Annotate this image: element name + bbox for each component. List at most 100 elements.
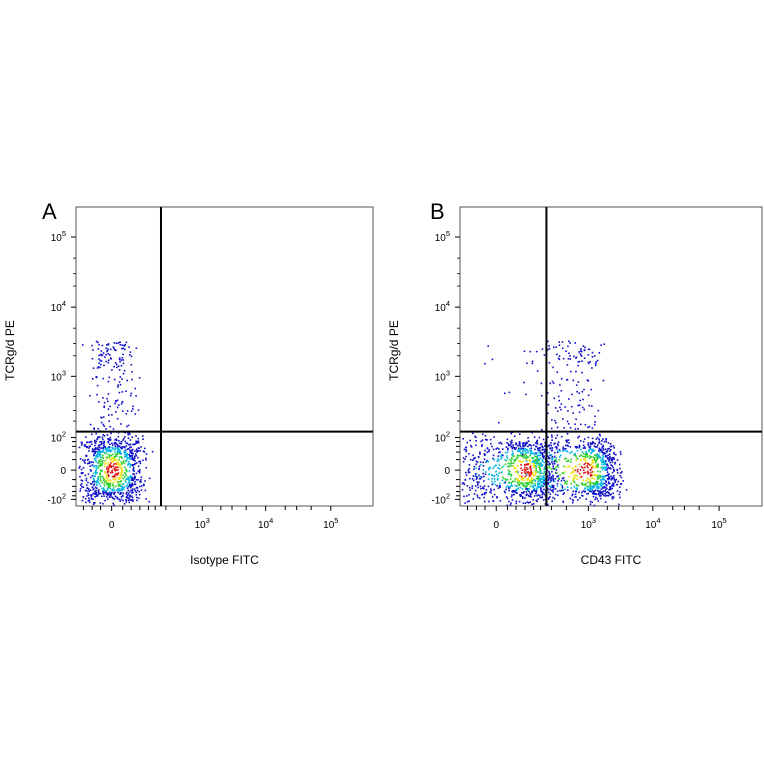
event-dot xyxy=(97,436,99,438)
event-dot xyxy=(520,478,523,481)
plot-frame xyxy=(75,206,374,507)
event-dot xyxy=(574,454,577,457)
event-dot xyxy=(108,492,110,494)
event-dot xyxy=(109,436,112,439)
event-dot xyxy=(125,390,127,392)
event-dot xyxy=(116,497,119,500)
event-dot xyxy=(134,460,136,462)
event-dot xyxy=(549,493,552,496)
event-dot xyxy=(594,498,597,501)
event-dot xyxy=(540,443,543,445)
event-dot xyxy=(138,377,141,379)
event-dot xyxy=(591,487,593,489)
event-dot xyxy=(509,440,512,443)
event-dot xyxy=(85,477,88,480)
event-dot xyxy=(79,488,82,490)
event-dot xyxy=(517,477,519,480)
event-dot xyxy=(114,470,117,472)
event-dot xyxy=(131,456,134,459)
event-dot xyxy=(582,469,585,472)
event-dot xyxy=(571,467,574,469)
event-dot xyxy=(135,442,137,445)
event-dot xyxy=(503,490,506,493)
event-dot xyxy=(107,447,109,449)
event-dot xyxy=(512,446,514,448)
event-dot xyxy=(571,498,574,501)
event-dot xyxy=(472,432,474,435)
event-dot xyxy=(531,457,533,459)
event-dot xyxy=(505,459,508,462)
event-dot xyxy=(552,478,555,481)
event-dot xyxy=(92,492,95,494)
event-dot xyxy=(118,458,120,461)
event-dot xyxy=(537,477,539,479)
event-dot xyxy=(528,475,531,477)
event-dot xyxy=(586,455,589,457)
event-dot xyxy=(98,358,100,360)
event-dot xyxy=(127,476,129,479)
event-dot xyxy=(125,469,128,472)
event-dot xyxy=(84,489,87,492)
event-dot xyxy=(524,475,527,478)
event-dot xyxy=(552,476,554,478)
event-dot xyxy=(115,342,118,345)
event-dot xyxy=(88,461,91,463)
event-dot xyxy=(103,482,106,485)
event-dot xyxy=(611,465,613,467)
event-dot xyxy=(123,486,126,489)
event-dot xyxy=(542,492,545,494)
event-dot xyxy=(101,436,104,439)
event-dot xyxy=(121,344,124,346)
event-dot xyxy=(89,465,92,467)
event-dot xyxy=(98,449,101,451)
event-dot xyxy=(528,480,531,482)
event-dot xyxy=(592,490,594,492)
event-dot xyxy=(520,461,523,464)
event-dot xyxy=(619,451,622,453)
event-dot xyxy=(541,485,543,487)
event-dot xyxy=(608,459,611,461)
event-dot xyxy=(602,454,604,457)
event-dot xyxy=(547,412,549,415)
event-dot xyxy=(145,498,147,500)
event-dot xyxy=(86,490,88,492)
event-dot xyxy=(611,498,614,500)
event-dot xyxy=(517,450,519,453)
event-dot xyxy=(493,478,496,480)
event-dot xyxy=(100,353,102,356)
event-dot xyxy=(122,460,125,462)
event-dot xyxy=(107,449,109,452)
event-dot xyxy=(559,384,561,386)
event-dot xyxy=(555,469,558,471)
event-dot xyxy=(132,500,134,502)
event-dot xyxy=(122,461,125,464)
event-dot xyxy=(121,463,123,465)
event-dot xyxy=(519,495,522,497)
event-dot xyxy=(531,452,534,455)
event-dot xyxy=(105,360,108,363)
event-dot xyxy=(103,488,105,491)
event-dot xyxy=(81,442,83,445)
event-dot xyxy=(118,440,120,442)
event-dot xyxy=(508,489,510,492)
event-dot xyxy=(462,482,465,484)
event-dot xyxy=(132,408,134,410)
event-dot xyxy=(579,353,582,355)
event-dot xyxy=(597,500,600,502)
event-dot xyxy=(569,427,572,429)
event-dot xyxy=(598,448,601,451)
event-dot xyxy=(125,341,128,344)
event-dot xyxy=(529,350,531,353)
event-dot xyxy=(579,469,582,471)
event-dot xyxy=(539,479,542,481)
event-dot xyxy=(115,458,117,461)
event-dot xyxy=(135,395,137,397)
event-dot xyxy=(103,479,105,481)
event-dot xyxy=(605,460,607,462)
event-dot xyxy=(120,496,123,498)
event-dot xyxy=(128,432,130,434)
event-dot xyxy=(91,443,93,445)
event-dot xyxy=(529,501,531,503)
event-dot xyxy=(116,461,118,464)
event-dot xyxy=(114,491,117,494)
